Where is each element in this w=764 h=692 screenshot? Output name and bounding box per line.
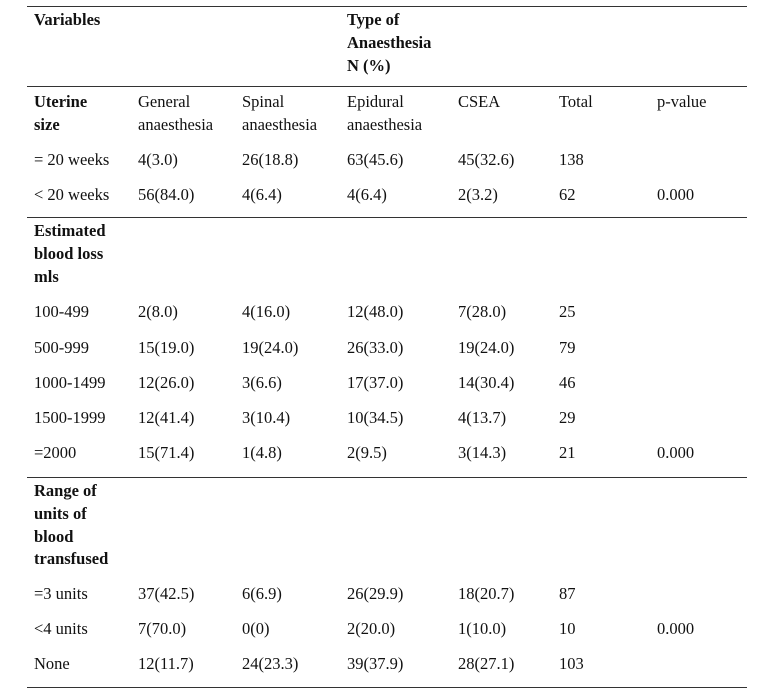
cell-total: 21: [559, 443, 576, 462]
cell-spinal: 0(0): [242, 619, 270, 638]
cell-csea: 7(28.0): [458, 302, 507, 321]
section-title: mls: [34, 267, 59, 286]
cell-spinal: 26(18.8): [242, 150, 299, 169]
row-label: =2000: [34, 443, 77, 462]
column-header-spinal: Spinal: [242, 92, 285, 111]
section-title: Estimated: [34, 221, 106, 240]
section-title: transfused: [34, 549, 109, 568]
cell-spinal: 24(23.3): [242, 654, 299, 673]
cell-epidural: 39(37.9): [347, 654, 404, 673]
cell-total: 62: [559, 185, 576, 204]
cell-general: 15(19.0): [138, 338, 195, 357]
row-label: < 20 weeks: [34, 185, 110, 204]
section-title: blood: [34, 527, 74, 546]
section-title: units of: [34, 504, 87, 523]
cell-total: 103: [559, 654, 584, 673]
cell-epidural: 12(48.0): [347, 302, 404, 321]
row-label: 100-499: [34, 302, 89, 321]
cell-spinal: 6(6.9): [242, 584, 282, 603]
cell-spinal: 19(24.0): [242, 338, 299, 357]
section-title: size: [34, 115, 60, 134]
cell-spinal: 4(16.0): [242, 302, 291, 321]
cell-general: 56(84.0): [138, 185, 195, 204]
table-bottom-rule: [27, 687, 747, 688]
section-title: Range of: [34, 481, 97, 500]
table-top-rule: [27, 6, 747, 7]
cell-general: 7(70.0): [138, 619, 187, 638]
cell-csea: 14(30.4): [458, 373, 515, 392]
cell-epidural: 2(9.5): [347, 443, 387, 462]
cell-epidural: 17(37.0): [347, 373, 404, 392]
section-title: blood loss: [34, 244, 104, 263]
column-header-epidural: Epidural: [347, 92, 404, 111]
cell-csea: 19(24.0): [458, 338, 515, 357]
column-header-spinal: anaesthesia: [242, 115, 318, 134]
row-label: <4 units: [34, 619, 88, 638]
column-header-total: Total: [559, 92, 593, 111]
cell-csea: 28(27.1): [458, 654, 515, 673]
column-header-epidural: anaesthesia: [347, 115, 423, 134]
header-variables: Variables: [34, 10, 101, 29]
row-label: None: [34, 654, 70, 673]
cell-epidural: 63(45.6): [347, 150, 404, 169]
cell-general: 12(26.0): [138, 373, 195, 392]
cell-p-value: 0.000: [657, 185, 695, 204]
cell-epidural: 26(33.0): [347, 338, 404, 357]
row-label: =3 units: [34, 584, 88, 603]
header-type-line-3: N (%): [347, 56, 391, 75]
cell-general: 15(71.4): [138, 443, 195, 462]
cell-total: 10: [559, 619, 576, 638]
cell-total: 46: [559, 373, 576, 392]
section-title: Uterine: [34, 92, 88, 111]
cell-total: 138: [559, 150, 584, 169]
section-rule: [27, 477, 747, 478]
cell-epidural: 10(34.5): [347, 408, 404, 427]
cell-general: 4(3.0): [138, 150, 178, 169]
column-header-csea: CSEA: [458, 92, 501, 111]
cell-spinal: 3(6.6): [242, 373, 282, 392]
cell-csea: 2(3.2): [458, 185, 498, 204]
cell-epidural: 26(29.9): [347, 584, 404, 603]
cell-p-value: 0.000: [657, 619, 695, 638]
cell-total: 25: [559, 302, 576, 321]
cell-csea: 3(14.3): [458, 443, 507, 462]
header-type-line-2: Anaesthesia: [347, 33, 432, 52]
row-label: 500-999: [34, 338, 89, 357]
row-label: 1500-1999: [34, 408, 106, 427]
column-header-general: General: [138, 92, 191, 111]
cell-general: 2(8.0): [138, 302, 178, 321]
cell-epidural: 4(6.4): [347, 185, 387, 204]
cell-general: 12(11.7): [138, 654, 194, 673]
section-rule: [27, 217, 747, 218]
cell-general: 12(41.4): [138, 408, 195, 427]
cell-general: 37(42.5): [138, 584, 195, 603]
header-rule: [27, 86, 747, 87]
cell-total: 29: [559, 408, 576, 427]
cell-total: 79: [559, 338, 576, 357]
cell-spinal: 3(10.4): [242, 408, 291, 427]
cell-csea: 18(20.7): [458, 584, 515, 603]
column-header-p-value: p-value: [657, 92, 707, 111]
cell-spinal: 1(4.8): [242, 443, 282, 462]
header-type-line-1: Type of: [347, 10, 400, 29]
cell-csea: 4(13.7): [458, 408, 507, 427]
cell-csea: 1(10.0): [458, 619, 507, 638]
column-header-general: anaesthesia: [138, 115, 214, 134]
cell-epidural: 2(20.0): [347, 619, 396, 638]
row-label: 1000-1499: [34, 373, 106, 392]
cell-total: 87: [559, 584, 576, 603]
cell-csea: 45(32.6): [458, 150, 515, 169]
row-label: = 20 weeks: [34, 150, 110, 169]
cell-p-value: 0.000: [657, 443, 695, 462]
cell-spinal: 4(6.4): [242, 185, 282, 204]
